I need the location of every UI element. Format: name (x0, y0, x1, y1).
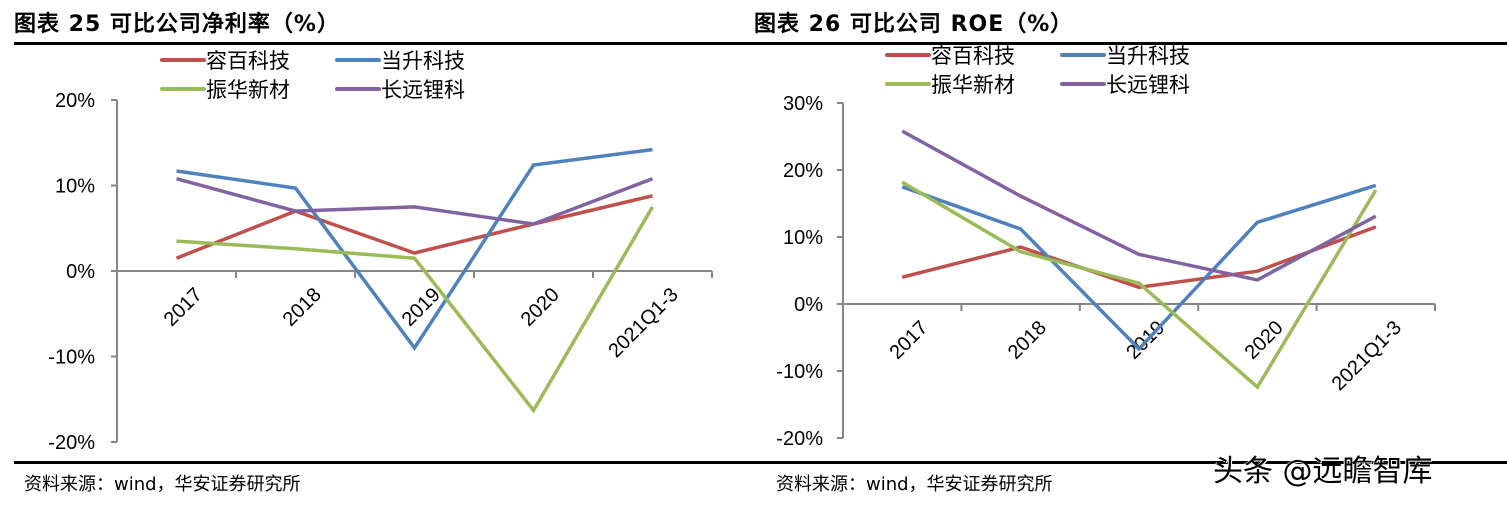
x-tick-label: 2017 (885, 317, 932, 364)
x-tick-label: 2018 (279, 284, 326, 331)
y-tick-label: 20% (55, 90, 95, 112)
legend-label: 容百科技 (206, 49, 290, 73)
legend-label: 振华新材 (206, 78, 290, 102)
legend-item: 当升科技 (1060, 44, 1190, 68)
watermark: 头条 @远瞻智库 (1213, 454, 1433, 489)
y-tick-label: -10% (776, 361, 823, 383)
title-divider (750, 42, 1507, 45)
chart-title: 图表 25 可比公司净利率（%） (14, 12, 340, 37)
y-tick-label: 30% (783, 93, 823, 115)
legend-item: 振华新材 (160, 78, 290, 102)
source-divider (750, 461, 1507, 464)
panel-net-margin: 图表 25 可比公司净利率（%） -20% -10% 0% 10% 20% 2017 201… (0, 0, 750, 508)
legend-label: 振华新材 (931, 73, 1015, 97)
y-tick-label: -20% (48, 432, 95, 454)
legend-item: 容百科技 (160, 49, 290, 73)
legend-item: 长远锂科 (1060, 73, 1190, 97)
legend-item: 长远锂科 (335, 78, 465, 102)
net-margin-chart: -20% -10% 0% 10% 20% 2017 2018 2019 2020 2021Q1-3… (48, 49, 713, 454)
legend-label: 当升科技 (1106, 44, 1190, 68)
panel-roe: 图表 26 可比公司 ROE（%） -20% -10% 0% 10% 20% 30% 201… (750, 0, 1507, 508)
legend-label: 长远锂科 (381, 78, 465, 102)
series-line-3 (176, 177, 654, 226)
source-note: 资料来源：wind，华安证券研究所 (24, 474, 301, 495)
x-tick-label: 2018 (1004, 317, 1051, 364)
series-line-1 (901, 183, 1377, 352)
x-tick-label: 2020 (1241, 317, 1288, 364)
source-note: 资料来源：wind，华安证券研究所 (776, 474, 1053, 495)
roe-chart: -20%-10%0%10%20%30%2017 2018 2019 2020 2021Q… (776, 44, 1436, 450)
legend-label: 长远锂科 (1106, 73, 1190, 97)
x-tick-label: 2019 (398, 284, 445, 331)
legend-label: 容百科技 (931, 44, 1015, 68)
chart-title: 图表 26 可比公司 ROE（%） (754, 12, 1074, 37)
title-divider (14, 42, 750, 45)
x-tick-label: 2017 (160, 284, 207, 331)
y-tick-label: -20% (776, 428, 823, 450)
x-tick-label: 2021Q1-3 (604, 284, 682, 362)
legend-item: 当升科技 (335, 49, 465, 73)
x-tick-label: 2020 (517, 284, 564, 331)
x-tick-label: 2021Q1-3 (1328, 317, 1406, 395)
y-tick-label: 10% (783, 227, 823, 249)
legend-item: 振华新材 (885, 73, 1015, 97)
y-tick-label: 10% (55, 176, 95, 198)
series-line-0 (901, 225, 1377, 290)
legend-label: 当升科技 (381, 49, 465, 73)
source-divider (14, 461, 750, 464)
y-tick-label: 20% (783, 160, 823, 182)
y-tick-label: 0% (794, 294, 823, 316)
y-tick-label: -10% (48, 347, 95, 369)
legend-item: 容百科技 (885, 44, 1015, 68)
y-tick-label: 0% (66, 261, 95, 283)
